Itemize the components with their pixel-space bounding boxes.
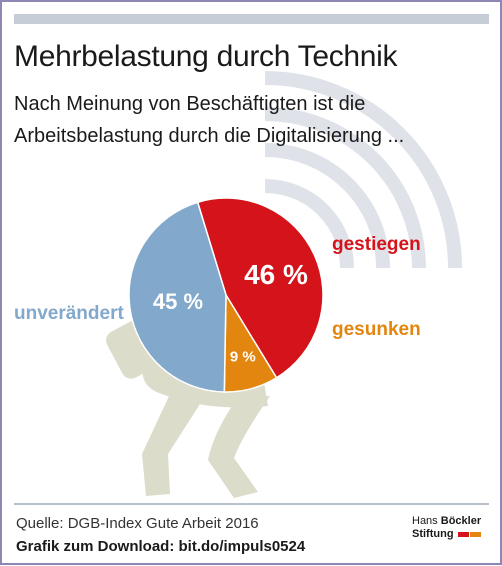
pie-slices (128, 197, 324, 393)
pie-category-label-gesunken: gesunken (332, 319, 421, 340)
logo-word-stiftung: Stiftung (412, 528, 454, 540)
pie-value-label-gestiegen: 46 % (244, 259, 308, 290)
top-bar (14, 14, 489, 24)
logo-bar-orange (469, 532, 481, 538)
signal-waves-icon (264, 71, 462, 269)
logo-line-2: Stiftung (412, 528, 492, 540)
logo-bar-red (457, 532, 469, 538)
logo-word-hans: Hans (412, 515, 438, 527)
hans-boeckler-logo: Hans Böckler Stiftung (412, 515, 492, 540)
logo-word-boeckler: Böckler (440, 515, 482, 527)
pie-category-label-gestiegen: gestiegen (332, 234, 421, 255)
pie-value-label-gesunken: 9 % (230, 348, 256, 365)
wave-4 (264, 71, 462, 269)
chart-subtitle: Nach Meinung von Beschäftigten ist die A… (14, 93, 405, 147)
source-text: Quelle: DGB-Index Gute Arbeit 2016 (16, 515, 259, 532)
pie-labels: 46 % gestiegen 9 % gesunken 45 % unverändert (14, 234, 421, 365)
pie-slice-gestiegen (196, 197, 324, 379)
download-link[interactable]: Grafik zum Download: bit.do/impuls0524 (16, 538, 306, 555)
pie-value-label-unverändert: 45 % (153, 289, 203, 314)
figure-right-leg (208, 396, 270, 498)
pie-category-label-unverändert: unverändert (14, 303, 124, 324)
logo-line-1: Hans Böckler (412, 515, 492, 527)
wave-2 (264, 143, 390, 269)
wave-1 (264, 179, 354, 269)
wave-3 (264, 107, 426, 269)
figure-left-leg (142, 394, 200, 496)
pie-slice-unverändert (128, 201, 227, 393)
chart-title: Mehrbelastung durch Technik (14, 40, 398, 73)
footer-divider (14, 503, 489, 505)
logo-bars-icon (457, 528, 482, 540)
